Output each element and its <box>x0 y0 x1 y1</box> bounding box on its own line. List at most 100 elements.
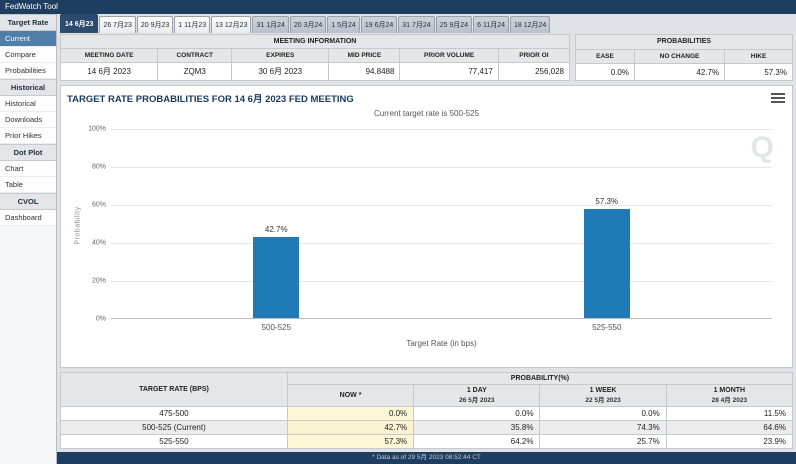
y-tick-label: 0% <box>95 315 106 323</box>
sidebar-item-prior-hikes[interactable]: Prior Hikes <box>0 128 56 144</box>
one-week-column-header: 1 WEEK 22 5月 2023 <box>539 384 667 407</box>
week-cell: 25.7% <box>539 434 667 449</box>
y-tick-label: 80% <box>91 163 106 171</box>
tab-meeting-4[interactable]: 13 12月23 <box>211 16 252 33</box>
month-cell: 64.6% <box>665 420 794 435</box>
sidebar-item-dashboard[interactable]: Dashboard <box>0 210 56 226</box>
column-label: 1 MONTH <box>713 387 746 394</box>
sidebar-section-historical: Historical <box>0 79 56 96</box>
app-title-bar: FedWatch Tool <box>0 0 796 14</box>
sidebar-item-compare[interactable]: Compare <box>0 47 56 63</box>
tab-meeting-8[interactable]: 19 6月24 <box>360 16 398 33</box>
data-as-of-footnote: * Data as of 29 5月 2023 08:52:44 CT <box>372 454 481 461</box>
gridline <box>111 281 772 282</box>
meeting-info-header: PRIOR OI <box>497 48 571 63</box>
tab-meeting-7[interactable]: 1 5月24 <box>327 16 360 33</box>
sidebar-item-current[interactable]: Current <box>0 31 56 47</box>
tab-meeting-2[interactable]: 20 9月23 <box>136 16 174 33</box>
y-tick-label: 20% <box>91 277 106 285</box>
app-title: FedWatch Tool <box>5 2 58 11</box>
probabilities-summary-table: PROBABILITIES EASE NO CHANGE HIKE 0.0% 4… <box>575 34 793 81</box>
sidebar-section-dot-plot: Dot Plot <box>0 144 56 161</box>
status-bar: * Data as of 29 5月 2023 08:52:44 CT <box>57 452 796 464</box>
y-tick-label: 40% <box>91 239 106 247</box>
main-content: 14 6月23 26 7月23 20 9月23 1 11月23 13 12月23… <box>57 14 796 464</box>
one-month-column-header: 1 MONTH 28 4月 2023 <box>665 384 794 407</box>
sidebar-item-chart[interactable]: Chart <box>0 161 56 177</box>
no-change-value: 42.7% <box>633 63 726 81</box>
y-tick-label: 100% <box>88 125 106 133</box>
week-cell: 0.0% <box>539 406 667 421</box>
tab-meeting-3[interactable]: 1 11月23 <box>174 16 211 33</box>
bar-slot-500-525: 42.7% <box>253 128 300 318</box>
tab-meeting-1[interactable]: 26 7月23 <box>99 16 136 33</box>
now-cell: 0.0% <box>286 406 415 421</box>
contract-value: ZQM3 <box>157 62 233 81</box>
prior-oi-value: 256,028 <box>497 62 571 81</box>
hike-header: HIKE <box>724 48 793 65</box>
bar-slot-525-550: 57.3% <box>583 128 630 318</box>
tab-meeting-6[interactable]: 20 3月24 <box>289 16 327 33</box>
chart-title: TARGET RATE PROBABILITIES FOR 14 6月 2023… <box>67 94 354 105</box>
tab-meeting-11[interactable]: 6 11月24 <box>473 16 509 33</box>
gridline <box>111 129 772 130</box>
expires-value: 30 6月 2023 <box>231 62 330 81</box>
tab-meeting-10[interactable]: 25 9月24 <box>435 16 473 33</box>
now-cell: 57.3% <box>286 434 415 449</box>
rate-cell: 500-525 (Current) <box>60 420 288 435</box>
ease-value: 0.0% <box>575 63 635 81</box>
sidebar: Target Rate Current Compare Probabilitie… <box>0 14 57 464</box>
target-rate-chart-panel: TARGET RATE PROBABILITIES FOR 14 6月 2023… <box>60 85 793 368</box>
meeting-info-table: MEETING INFORMATION MEETING DATE CONTRAC… <box>59 34 571 81</box>
y-tick-label: 60% <box>91 201 106 209</box>
meeting-info-header: MID PRICE <box>328 48 401 63</box>
column-date: 28 4月 2023 <box>711 397 748 404</box>
prior-volume-value: 77,417 <box>399 62 499 81</box>
month-cell: 11.5% <box>665 406 794 421</box>
rate-cell: 475-500 <box>60 406 288 421</box>
day-cell: 0.0% <box>413 406 541 421</box>
one-day-column-header: 1 DAY 26 5月 2023 <box>413 384 541 407</box>
x-axis-line <box>111 318 772 319</box>
sidebar-item-table[interactable]: Table <box>0 177 56 193</box>
bar-500-525[interactable] <box>253 236 300 318</box>
now-cell: 42.7% <box>286 420 415 435</box>
table-row: 525-550 57.3% 64.2% 25.7% 23.9% <box>60 434 794 449</box>
chart-context-menu-icon[interactable] <box>770 91 786 103</box>
sidebar-section-cvol: CVOL <box>0 193 56 210</box>
column-label: 1 DAY <box>466 387 487 394</box>
meeting-info-header: CONTRACT <box>157 48 233 63</box>
gridline <box>111 243 772 244</box>
tab-meeting-5[interactable]: 31 1月24 <box>252 16 289 33</box>
meeting-info-header: EXPIRES <box>231 48 330 63</box>
meeting-date-value: 14 6月 2023 <box>59 62 159 81</box>
target-rate-bps-header: TARGET RATE (BPS) <box>60 372 288 407</box>
meeting-info-header: MEETING DATE <box>59 48 159 63</box>
probability-group-header: PROBABILITY(%) <box>286 372 794 385</box>
week-cell: 74.3% <box>539 420 667 435</box>
meeting-info-header: PRIOR VOLUME <box>399 48 499 63</box>
rate-cell: 525-550 <box>60 434 288 449</box>
tab-meeting-9[interactable]: 31 7月24 <box>398 16 435 33</box>
now-column-header: NOW * <box>286 384 415 407</box>
y-axis-title: Probability <box>74 206 82 245</box>
sidebar-item-downloads[interactable]: Downloads <box>0 112 56 128</box>
mid-price-value: 94.8488 <box>328 62 401 81</box>
sidebar-section-target-rate: Target Rate <box>0 14 56 31</box>
x-tick-label: 500-525 <box>261 323 291 332</box>
cme-watermark-icon: Q <box>750 131 774 164</box>
tab-meeting-12[interactable]: 18 12月24 <box>510 16 551 33</box>
probabilities-title: PROBABILITIES <box>575 34 793 50</box>
probability-history-table: TARGET RATE (BPS) PROBABILITY(%) NOW * 1… <box>60 372 794 449</box>
sidebar-item-probabilities[interactable]: Probabilities <box>0 63 56 79</box>
day-cell: 35.8% <box>413 420 541 435</box>
tab-meeting-0[interactable]: 14 6月23 <box>60 14 99 33</box>
bar-525-550[interactable] <box>583 209 630 318</box>
ease-header: EASE <box>575 48 635 65</box>
x-axis-title: Target Rate (in bps) <box>406 339 477 348</box>
day-cell: 64.2% <box>413 434 541 449</box>
sidebar-item-historical[interactable]: Historical <box>0 96 56 112</box>
no-change-header: NO CHANGE <box>633 48 726 65</box>
gridline <box>111 167 772 168</box>
chart-subtitle: Current target rate is 500-525 <box>374 109 479 118</box>
